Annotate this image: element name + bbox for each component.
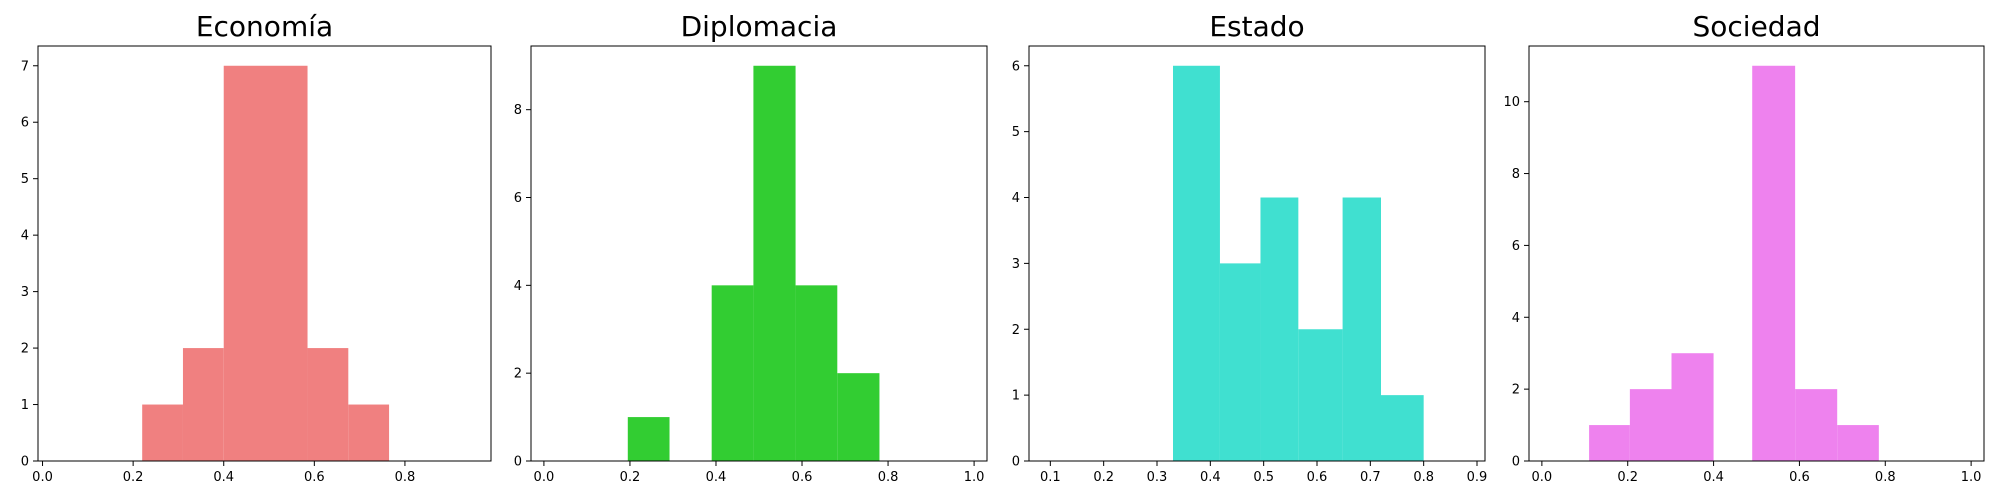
- x-tick-label: 0.9: [1467, 470, 1488, 485]
- x-tick-label: 0.4: [706, 470, 727, 485]
- y-tick-label: 3: [1012, 257, 1020, 272]
- x-tick-label: 0.2: [1093, 470, 1114, 485]
- y-tick-label: 0: [21, 455, 29, 470]
- y-tick-label: 4: [1512, 311, 1520, 326]
- histogram-bar: [1795, 389, 1838, 461]
- x-tick-label: 0.8: [1413, 470, 1434, 485]
- y-tick-label: 0: [1012, 455, 1020, 470]
- y-tick-label: 2: [1512, 383, 1520, 398]
- y-tick-label: 2: [21, 342, 29, 357]
- x-tick-label: 0.5: [1253, 470, 1274, 485]
- histogram-bar: [223, 65, 308, 461]
- histogram-bar: [142, 404, 183, 461]
- y-tick-label: 7: [21, 59, 29, 74]
- y-tick-label: 5: [1012, 125, 1020, 140]
- histogram-bar: [348, 404, 390, 461]
- histogram-bar: [711, 285, 754, 461]
- histogram-bar: [1173, 65, 1220, 461]
- y-tick-label: 0: [514, 455, 522, 470]
- panel-title: Economía: [196, 10, 333, 43]
- x-tick-label: 0.8: [1875, 470, 1896, 485]
- histogram-bar: [307, 348, 349, 461]
- y-tick-label: 2: [514, 367, 522, 382]
- panel-sociedad: Sociedad 0.0 0.2 0.4 0.6 0.8 1.0 0 2 4 6 8 10: [1503, 10, 1985, 485]
- y-tick-label: 8: [514, 103, 522, 118]
- histogram-bar: [1219, 263, 1261, 461]
- panel-title: Diplomacia: [681, 10, 838, 43]
- y-tick-label: 4: [1012, 191, 1020, 206]
- axes-frame: [37, 45, 492, 462]
- y-tick-label: 2: [1012, 323, 1020, 338]
- histogram-bar: [795, 285, 838, 461]
- axes-frame: [1028, 45, 1486, 462]
- x-tick-label: 0.0: [534, 470, 555, 485]
- y-tick-label: 6: [1012, 59, 1020, 74]
- histogram-bar: [627, 417, 670, 461]
- histogram-bar: [1671, 353, 1714, 461]
- histogram-bar: [1298, 329, 1343, 461]
- x-tick-label: 0.8: [878, 470, 899, 485]
- axes-frame: [1528, 45, 1985, 462]
- panel-economia: Economía 0.0 0.2 0.4 0.6 0.8 0 1 2 3 4 5 6 7: [21, 10, 492, 485]
- histogram-bar: [837, 373, 880, 461]
- x-tick-label: 0.2: [1617, 470, 1638, 485]
- x-tick-label: 1.0: [964, 470, 985, 485]
- x-tick-label: 0.7: [1360, 470, 1381, 485]
- x-tick-label: 0.4: [213, 470, 234, 485]
- x-tick-label: 0.2: [620, 470, 641, 485]
- x-tick-label: 0.2: [123, 470, 144, 485]
- y-tick-label: 0: [1512, 455, 1520, 470]
- x-tick-label: 0.6: [304, 470, 325, 485]
- x-tick-label: 0.3: [1147, 470, 1168, 485]
- x-tick-label: 0.1: [1040, 470, 1061, 485]
- panel-title: Estado: [1209, 10, 1304, 43]
- y-tick-label: 3: [21, 285, 29, 300]
- y-tick-label: 1: [1012, 389, 1020, 404]
- histogram-bar: [1752, 65, 1796, 461]
- axes-frame: [530, 45, 988, 462]
- x-tick-label: 0.6: [1789, 470, 1810, 485]
- histogram-bar: [1629, 389, 1672, 461]
- y-tick-label: 6: [514, 191, 522, 206]
- y-tick-label: 8: [1512, 167, 1520, 182]
- y-tick-label: 6: [21, 116, 29, 131]
- x-tick-label: 0.6: [792, 470, 813, 485]
- y-tick-label: 5: [21, 172, 29, 187]
- histogram-bar: [1589, 425, 1630, 461]
- y-tick-label: 10: [1503, 95, 1520, 110]
- x-tick-label: 1.0: [1961, 470, 1982, 485]
- panel-diplomacia: Diplomacia 0.0 0.2 0.4 0.6 0.8 1.0 0 2 4 6 8: [514, 10, 988, 485]
- histogram-bar: [1342, 197, 1381, 461]
- x-tick-label: 0.8: [395, 470, 416, 485]
- y-tick-label: 6: [1512, 239, 1520, 254]
- x-tick-label: 0.0: [32, 470, 53, 485]
- x-tick-label: 0.0: [1532, 470, 1553, 485]
- histogram-bar: [1260, 197, 1299, 461]
- histogram-bar: [1381, 395, 1424, 461]
- y-tick-label: 4: [514, 279, 522, 294]
- histogram-bar: [1837, 425, 1879, 461]
- histogram-bar: [182, 348, 224, 461]
- panel-estado: Estado 0.1 0.2 0.3 0.4 0.5 0.6 0.7 0.8 0.9 0 1 2 3 4 5…: [1012, 10, 1488, 485]
- x-tick-label: 0.4: [1200, 470, 1221, 485]
- histogram-bar: [753, 65, 796, 461]
- x-tick-label: 0.4: [1703, 470, 1724, 485]
- x-tick-label: 0.6: [1307, 470, 1328, 485]
- panel-title: Sociedad: [1692, 10, 1820, 43]
- y-tick-label: 1: [21, 398, 29, 413]
- y-tick-label: 4: [21, 229, 29, 244]
